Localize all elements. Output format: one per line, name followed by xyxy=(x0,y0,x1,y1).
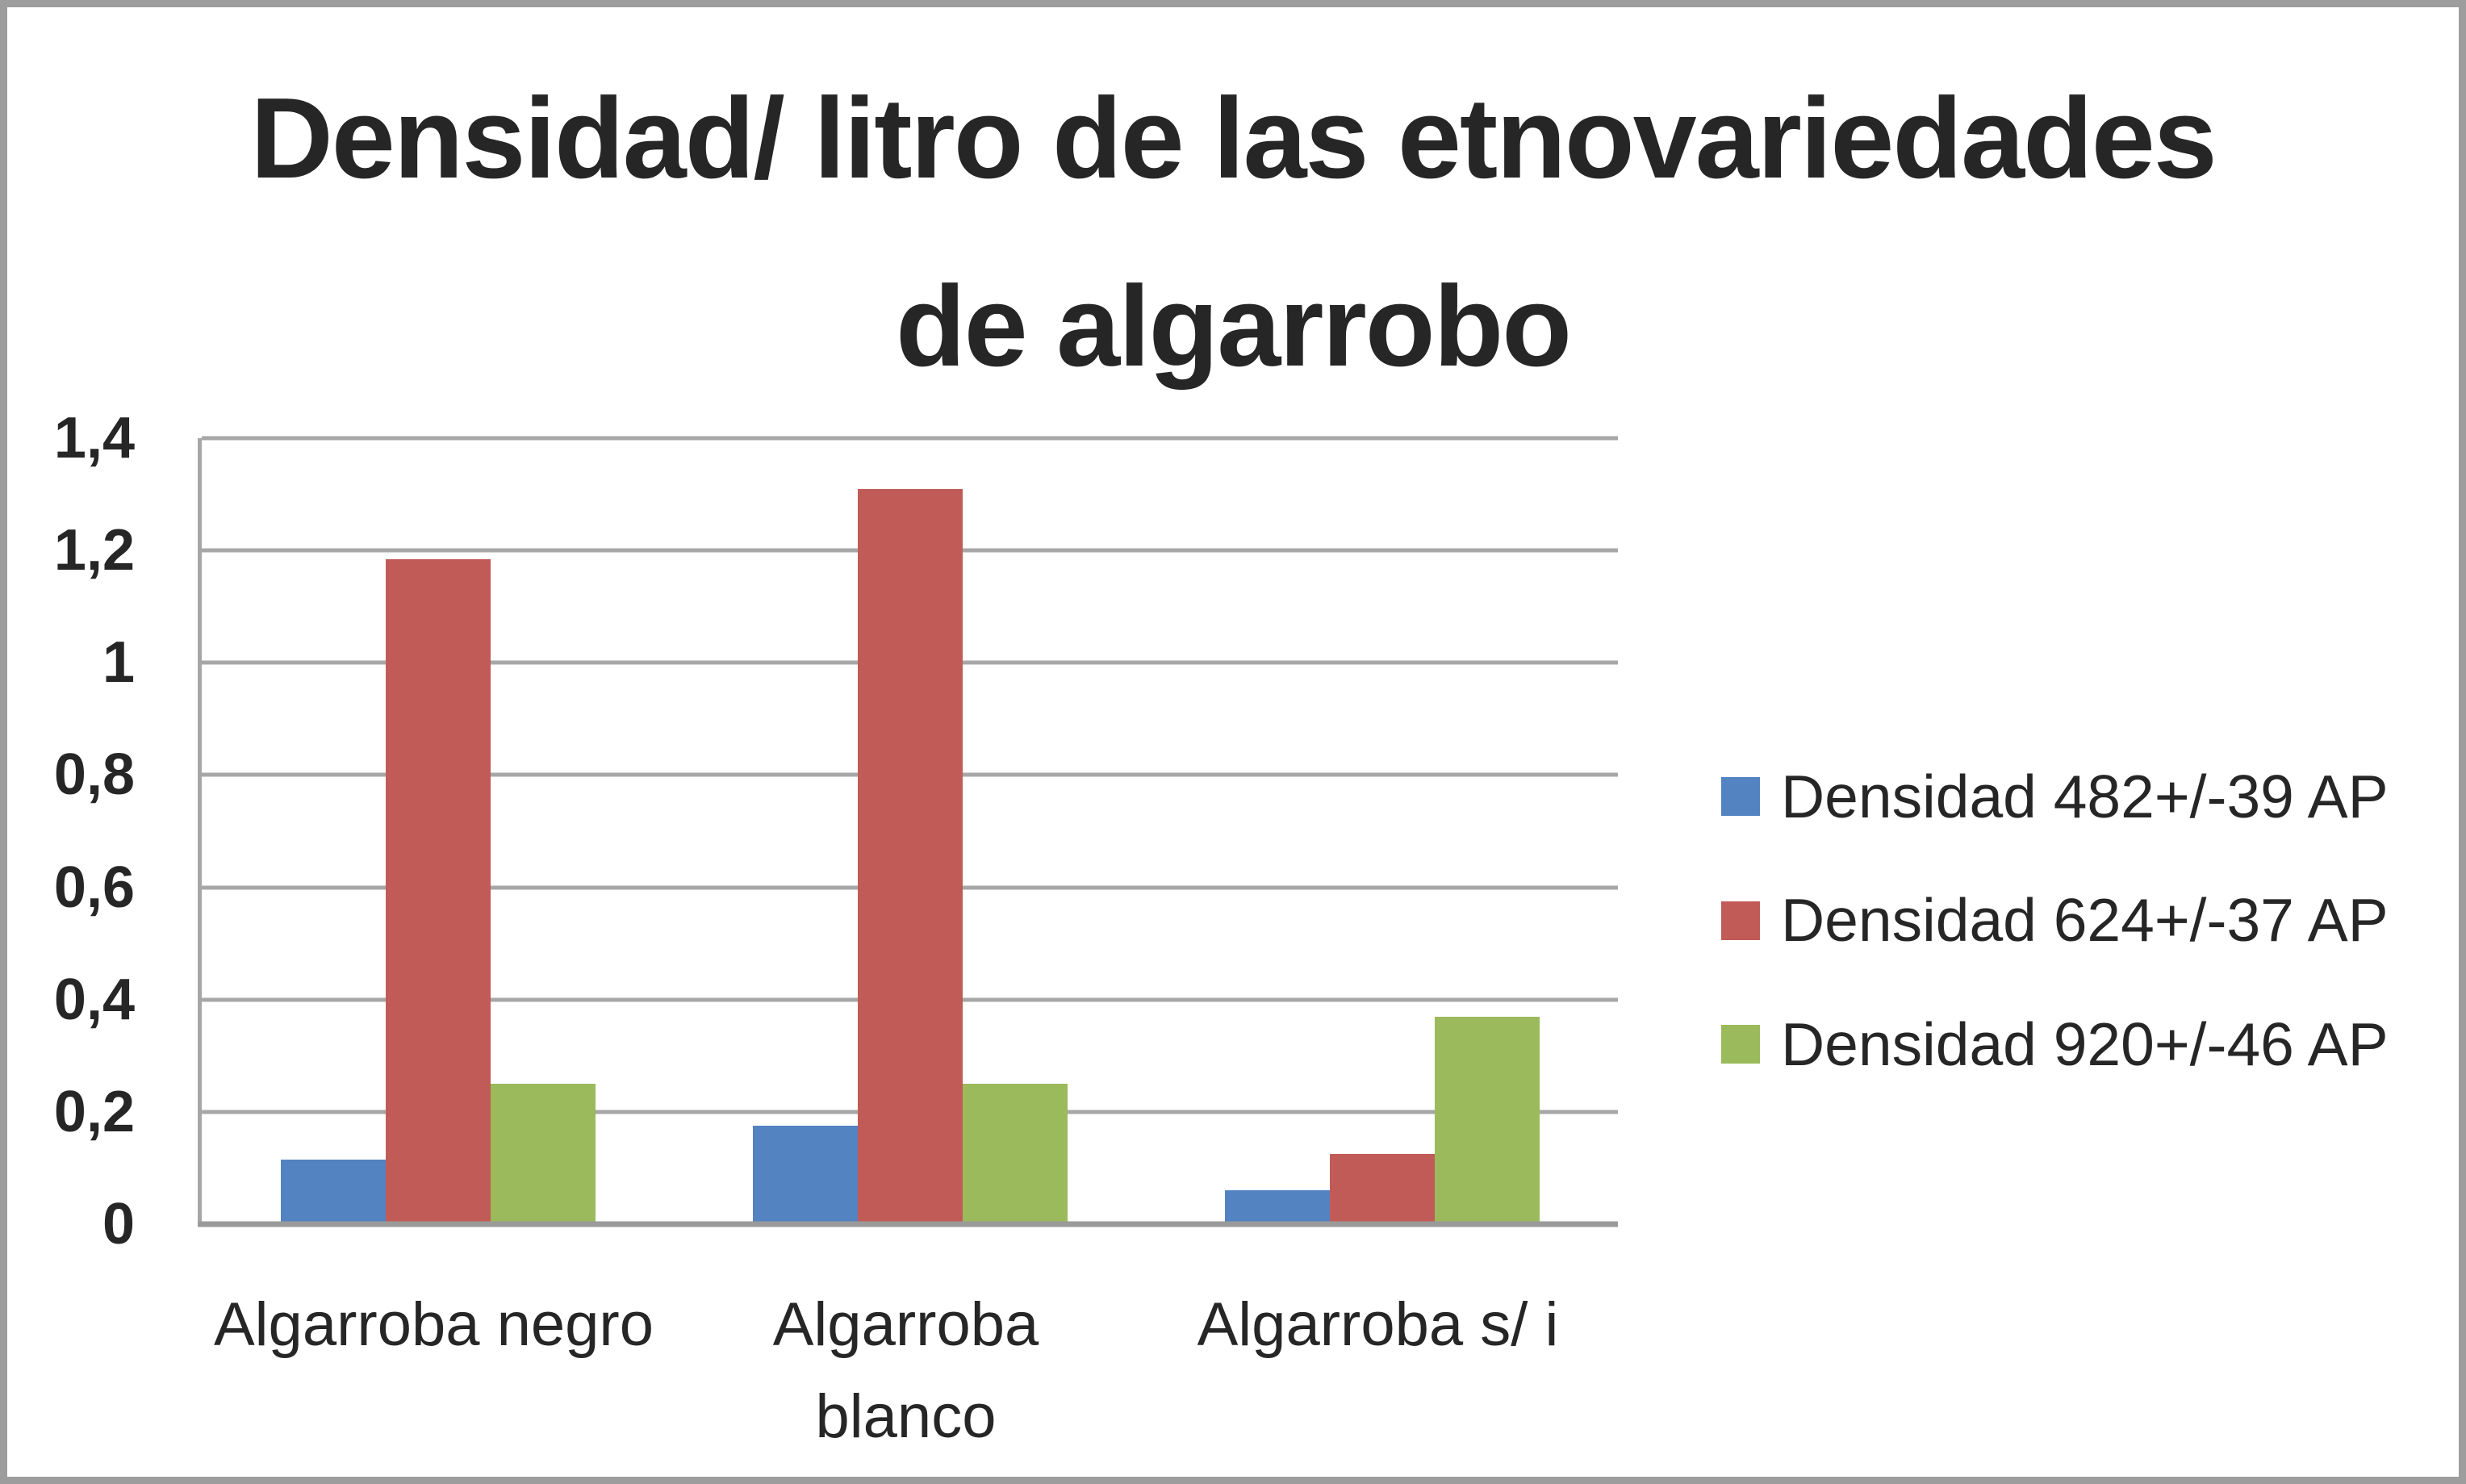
bar xyxy=(1224,1190,1330,1224)
bar xyxy=(1434,1016,1540,1224)
legend-item: Densidad 920+/-46 AP xyxy=(1721,1012,2389,1076)
y-axis-tick-label: 1 xyxy=(102,630,135,696)
bar xyxy=(385,558,491,1224)
gridline xyxy=(202,436,1618,441)
x-axis-category-label: Algarroba negro xyxy=(213,1290,654,1359)
legend-item: Densidad 482+/-39 AP xyxy=(1721,764,2389,829)
legend-item: Densidad 624+/-37 AP xyxy=(1721,888,2389,953)
x-axis-line xyxy=(198,1221,1618,1227)
legend-label: Densidad 920+/-46 AP xyxy=(1781,1010,2389,1078)
chart-title-line1: Densidad/ litro de las etnovariedades xyxy=(250,74,2217,203)
y-axis-tick-label: 0,4 xyxy=(53,967,135,1032)
bar xyxy=(962,1084,1068,1224)
legend-label: Densidad 624+/-37 AP xyxy=(1781,886,2389,954)
y-axis-tick-label: 1,4 xyxy=(53,406,135,470)
y-axis-tick-label: 1,2 xyxy=(53,518,135,583)
legend-swatch xyxy=(1721,777,1760,816)
chart-title: Densidad/ litro de las etnovariedades de… xyxy=(7,44,2459,420)
chart-title-line2: de algarrobo xyxy=(895,262,1572,391)
x-axis-category-label: Algarroba blanco xyxy=(772,1290,1039,1451)
bar xyxy=(490,1084,596,1224)
y-axis-tick-label: 0 xyxy=(102,1192,135,1256)
y-axis-tick-label: 0,2 xyxy=(53,1079,135,1144)
legend-swatch xyxy=(1721,1025,1760,1064)
bar xyxy=(1329,1154,1435,1224)
legend-label: Densidad 482+/-39 AP xyxy=(1781,762,2389,830)
y-axis-tick-label: 0,6 xyxy=(53,855,135,920)
plot-area xyxy=(198,436,1618,1227)
y-axis-tick-label: 0,8 xyxy=(53,742,135,808)
legend-swatch xyxy=(1721,901,1760,940)
bar xyxy=(280,1160,386,1224)
bar xyxy=(857,488,963,1224)
legend: Densidad 482+/-39 AP Densidad 624+/-37 AP… xyxy=(1721,7,2459,1477)
x-axis-category-label: Algarroba s/ i xyxy=(1197,1290,1559,1359)
bar xyxy=(752,1126,858,1224)
